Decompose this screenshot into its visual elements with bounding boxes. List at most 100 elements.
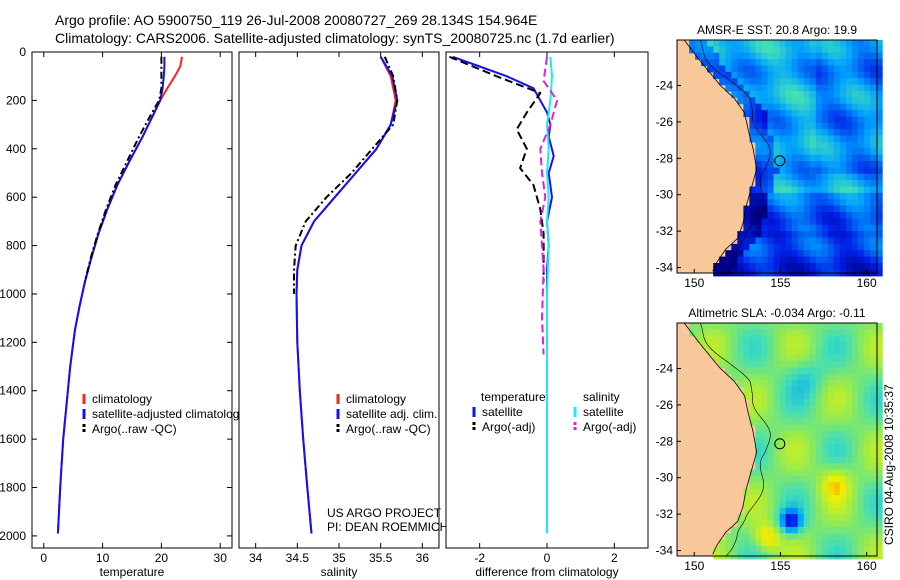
grid-cell: [839, 418, 847, 426]
grid-cell: [870, 533, 877, 541]
grid-cell: [797, 84, 805, 92]
grid-cell: [870, 59, 877, 67]
grid-cell: [785, 263, 793, 270]
grid-cell: [737, 335, 744, 343]
grid-cell: [755, 129, 762, 137]
grid-cell: [821, 444, 829, 452]
grid-cell: [876, 65, 883, 73]
grid-cell: [833, 237, 841, 245]
grid-cell: [725, 263, 732, 270]
grid-cell: [725, 361, 732, 369]
grid-cell: [797, 380, 805, 388]
grid-cell: [815, 173, 823, 181]
grid-cell: [852, 405, 859, 413]
grid-cell: [761, 424, 769, 432]
grid-cell: [767, 539, 775, 547]
grid-cell: [749, 469, 756, 477]
grid-cell: [785, 495, 793, 502]
grid-cell: [803, 450, 811, 458]
grid-cell: [821, 374, 829, 381]
grid-cell: [767, 501, 775, 509]
grid-cell: [852, 263, 859, 270]
grid-cell: [707, 52, 714, 60]
grid-cell: [852, 418, 859, 426]
grid-cell: [870, 456, 877, 464]
grid-cell: [749, 380, 756, 388]
grid-cell: [767, 97, 775, 105]
grid-cell: [858, 40, 865, 47]
grid-cell: [833, 122, 841, 130]
grid-cell: [743, 539, 750, 547]
grid-cell: [839, 186, 847, 194]
grid-cell: [767, 444, 775, 452]
grid-cell: [767, 488, 775, 496]
grid-cell: [858, 424, 865, 432]
grid-cell: [737, 263, 744, 270]
grid-cell: [749, 507, 756, 515]
grid-cell: [785, 237, 793, 245]
grid-cell: [870, 256, 877, 264]
grid-cell: [749, 412, 756, 420]
grid-cell: [858, 431, 865, 439]
grid-cell: [852, 501, 859, 509]
grid-cell: [833, 424, 841, 432]
grid-cell: [858, 475, 865, 483]
grid-cell: [695, 329, 702, 337]
grid-cell: [870, 180, 877, 188]
grid-cell: [767, 546, 775, 553]
grid-cell: [858, 437, 865, 445]
grid-cell: [846, 135, 853, 143]
grid-cell: [815, 237, 823, 245]
grid-cell: [827, 218, 835, 226]
grid-cell: [785, 167, 793, 175]
grid-cell: [743, 103, 750, 111]
grid-cell: [821, 526, 829, 534]
credit-line-1: US ARGO PROJECT: [327, 506, 442, 520]
grid-cell: [809, 469, 817, 477]
grid-cell: [870, 97, 877, 105]
grid-cell: [785, 199, 793, 207]
grid-cell: [821, 263, 829, 270]
grid-cell: [839, 424, 847, 432]
grid-cell: [797, 354, 805, 362]
grid-cell: [713, 52, 720, 60]
grid-cell: [785, 116, 793, 124]
grid-cell: [767, 71, 775, 79]
grid-cell: [870, 40, 877, 47]
grid-cell: [815, 52, 823, 60]
grid-cell: [725, 539, 732, 547]
grid-cell: [803, 186, 811, 194]
grid-cell: [773, 148, 781, 156]
grid-cell: [743, 507, 750, 515]
grid-cell: [858, 212, 865, 219]
grid-cell: [852, 342, 859, 350]
grid-cell: [767, 167, 775, 175]
grid-cell: [809, 186, 817, 194]
grid-cell: [852, 463, 859, 471]
grid-cell: [773, 456, 781, 464]
grid-cell: [773, 374, 781, 381]
grid-cell: [858, 323, 865, 330]
grid-cell: [864, 91, 871, 98]
grid-cell: [839, 386, 847, 394]
grid-cell: [749, 386, 756, 394]
grid-cell: [731, 354, 738, 362]
grid-cell: [846, 424, 853, 432]
grid-cell: [821, 167, 829, 175]
grid-cell: [773, 256, 781, 264]
grid-cell: [846, 354, 853, 362]
grid-cell: [773, 78, 781, 86]
grid-cell: [797, 250, 805, 258]
grid-cell: [827, 250, 835, 258]
grid-cell: [809, 329, 817, 337]
grid-cell: [870, 405, 877, 413]
grid-cell: [870, 418, 877, 426]
grid-cell: [809, 52, 817, 60]
grid-cell: [827, 116, 835, 124]
grid-cell: [803, 405, 811, 413]
grid-cell: [743, 348, 750, 356]
grid-cell: [731, 78, 738, 86]
grid-cell: [864, 463, 871, 471]
grid-cell: [797, 374, 805, 381]
grid-cell: [779, 335, 787, 343]
